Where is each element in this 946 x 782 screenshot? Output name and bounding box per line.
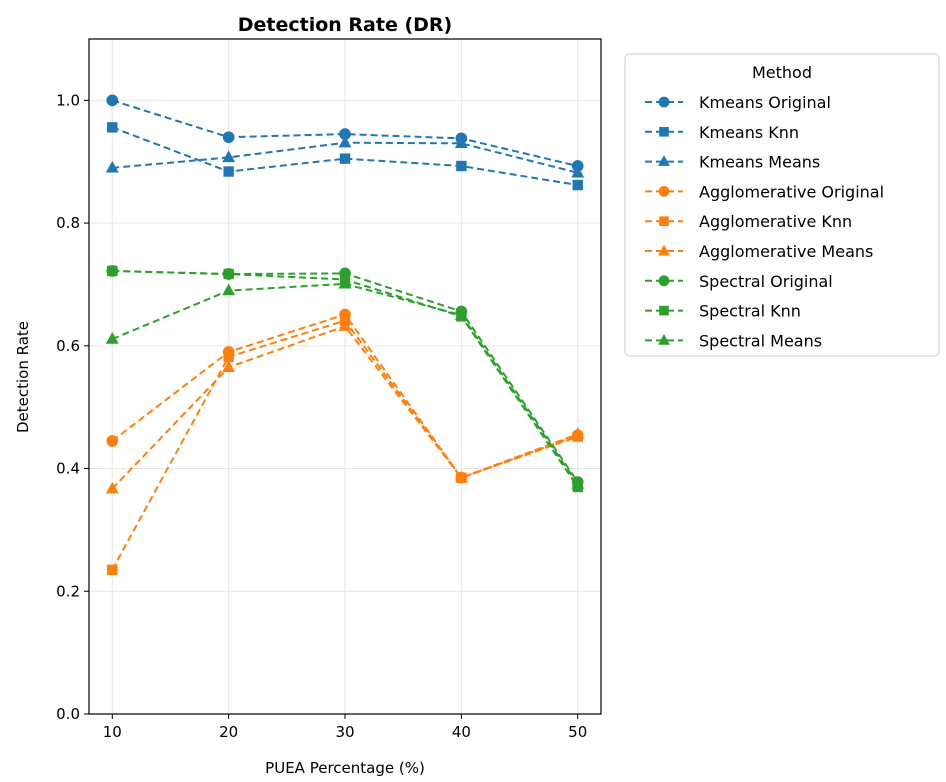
chart-title: Detection Rate (DR) <box>238 14 452 36</box>
y-tick-label: 0.0 <box>56 705 80 723</box>
data-point <box>105 332 119 344</box>
legend-items: Kmeans Original Kmeans Knn Kmeans Means Agg… <box>645 93 884 350</box>
series-agglomerative-means <box>105 319 585 494</box>
data-point <box>222 131 235 144</box>
grid <box>89 39 601 715</box>
legend-marker <box>658 155 670 166</box>
data-point <box>571 427 585 439</box>
legend: Method Kmeans Original Kmeans Knn Kmeans M… <box>624 53 940 357</box>
data-point <box>107 122 118 133</box>
series-line <box>111 126 578 187</box>
legend-marker <box>658 275 670 287</box>
legend-label: Kmeans Means <box>699 153 820 172</box>
data-point <box>223 268 234 280</box>
series-layer <box>105 94 585 575</box>
data-point <box>338 135 352 148</box>
data-point <box>222 283 236 296</box>
legend-marker <box>658 333 670 345</box>
y-tick-label: 0.4 <box>56 460 80 478</box>
legend-marker <box>658 96 670 108</box>
legend-marker <box>658 244 670 256</box>
legend-label: Agglomerative Knn <box>699 212 852 231</box>
data-point <box>106 435 119 447</box>
data-point <box>571 165 585 178</box>
legend-label: Kmeans Original <box>699 93 831 112</box>
data-point <box>572 179 583 191</box>
legend-item: Agglomerative Knn <box>645 212 852 231</box>
legend-marker <box>659 305 669 316</box>
legend-label: Spectral Means <box>699 331 822 350</box>
legend-item: Agglomerative Original <box>645 182 884 201</box>
data-point <box>106 94 119 107</box>
legend-item: Spectral Knn <box>645 302 801 321</box>
data-point <box>339 153 351 164</box>
legend-marker <box>659 216 669 226</box>
data-point <box>105 481 119 494</box>
data-point <box>338 319 352 331</box>
legend-item: Kmeans Original <box>645 93 831 112</box>
legend-item: Kmeans Knn <box>645 123 799 142</box>
legend-label: Agglomerative Original <box>699 182 884 201</box>
legend-title: Method <box>752 63 812 82</box>
data-point <box>338 276 352 289</box>
legend-frame <box>624 53 940 357</box>
legend-item: Spectral Original <box>645 272 833 291</box>
data-point <box>454 308 468 320</box>
legend-label: Spectral Original <box>699 272 833 291</box>
series-spectral-means <box>105 276 585 489</box>
data-point <box>454 136 468 148</box>
data-point <box>223 166 234 177</box>
series-line <box>111 99 578 167</box>
legend-item: Spectral Means <box>645 331 822 350</box>
data-point <box>456 160 467 172</box>
x-tick-label: 30 <box>335 723 354 741</box>
legend-label: Spectral Knn <box>699 302 801 321</box>
data-point <box>105 160 119 173</box>
legend-item: Kmeans Means <box>645 153 820 172</box>
data-point <box>454 470 468 483</box>
legend-label: Agglomerative Means <box>699 242 873 261</box>
y-tick-label: 1.0 <box>56 91 80 109</box>
legend-marker <box>658 186 670 197</box>
data-point <box>107 265 118 277</box>
data-point <box>222 360 236 372</box>
series-kmeans-knn <box>107 122 583 191</box>
data-point <box>107 564 118 575</box>
ticks: 10 20 30 40 50 0.0 0.2 0.4 0.6 0.8 1.0 <box>56 91 587 741</box>
legend-marker <box>659 127 669 137</box>
y-tick-label: 0.8 <box>56 214 80 232</box>
legend-item: Agglomerative Means <box>645 242 873 261</box>
data-point <box>223 351 234 363</box>
x-axis-title: PUEA Percentage (%) <box>265 759 425 777</box>
data-point <box>571 476 585 489</box>
x-tick-label: 50 <box>568 723 587 741</box>
legend-label: Kmeans Knn <box>699 123 799 142</box>
y-tick-label: 0.2 <box>56 582 80 600</box>
x-tick-label: 20 <box>219 723 238 741</box>
y-tick-label: 0.6 <box>56 337 80 355</box>
data-point <box>339 128 351 140</box>
y-axis-title: Detection Rate <box>14 321 32 433</box>
x-tick-label: 40 <box>452 723 471 741</box>
x-tick-label: 10 <box>103 723 122 741</box>
data-point <box>222 150 236 163</box>
series-kmeans-means <box>105 135 585 178</box>
